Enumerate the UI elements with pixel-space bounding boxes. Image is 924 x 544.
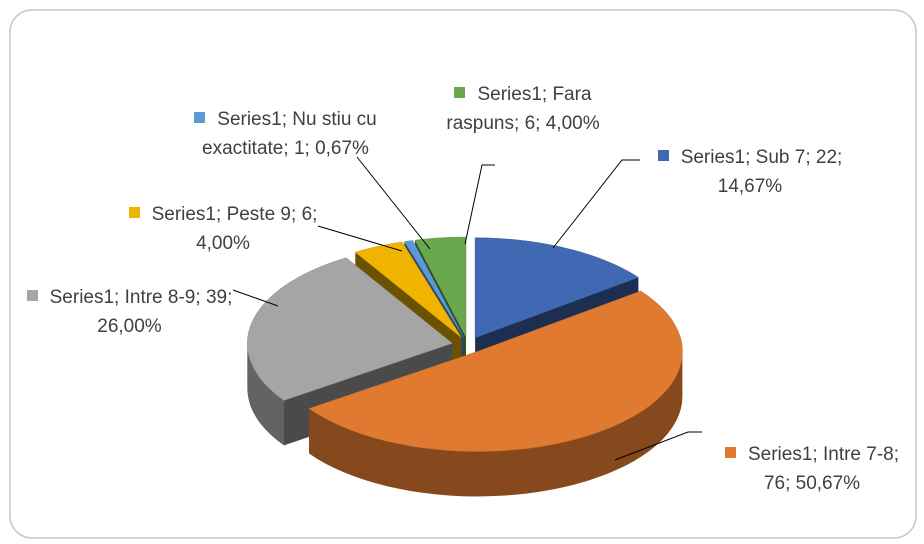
label-part: Series1 <box>151 204 216 225</box>
leader-line <box>317 225 403 252</box>
leader-lines <box>232 156 702 461</box>
label-part: Intre 8-9 <box>124 287 196 308</box>
data-label: Series1; Peste 9; 6; 4,00% <box>128 200 318 258</box>
legend-key <box>454 87 466 98</box>
separator: ; <box>535 113 546 134</box>
label-part: 4,00% <box>196 233 250 254</box>
label-part: 6 <box>524 113 536 134</box>
label-part: Peste 9 <box>226 204 291 225</box>
label-part: 6 <box>301 204 313 225</box>
separator: ; <box>541 84 553 105</box>
data-label: Series1; Nu stiu cu exactitate; 1; 0,67% <box>178 105 393 163</box>
separator: ; <box>227 287 233 308</box>
label-part: Series1 <box>680 147 746 168</box>
separator: ; <box>837 147 843 168</box>
separator: ; <box>195 287 206 308</box>
separator: ; <box>785 473 796 494</box>
label-part: 0,67% <box>315 138 369 159</box>
pie <box>247 236 683 497</box>
slice-wall <box>247 343 284 446</box>
slice <box>474 237 639 339</box>
separator: ; <box>304 138 316 159</box>
leader-line <box>356 156 431 250</box>
data-label: Series1; Fara raspuns; 6; 4,00% <box>428 80 618 138</box>
label-part: 76 <box>763 473 786 494</box>
legend-key <box>128 207 140 218</box>
slice <box>308 290 683 452</box>
data-label: Series1; Sub 7; 22; 14,67% <box>650 143 850 201</box>
leader-line <box>464 164 495 245</box>
separator: ; <box>812 444 823 465</box>
separator: ; <box>805 147 816 168</box>
slice <box>404 239 464 338</box>
label-part: Sub 7 <box>755 147 806 168</box>
legend-key <box>657 150 669 161</box>
leader-line <box>614 431 702 461</box>
label-part: 4,00% <box>545 113 600 134</box>
legend-key <box>724 447 736 458</box>
slice <box>354 241 462 338</box>
label-part: 22 <box>815 147 838 168</box>
separator: ; <box>514 113 525 134</box>
label-part: Series1 <box>49 287 115 308</box>
separator: ; <box>283 138 294 159</box>
separator: ; <box>893 444 900 465</box>
label-part: Series1 <box>477 84 542 105</box>
data-label: Series1; Intre 7-8; 76; 50,67% <box>712 440 912 498</box>
slice <box>247 257 453 401</box>
label-part: 14,67% <box>717 176 783 197</box>
label-part: Series1 <box>217 109 282 130</box>
label-part: Series1 <box>747 444 813 465</box>
separator: ; <box>216 204 227 225</box>
label-part: Intre 7-8 <box>822 444 894 465</box>
separator: ; <box>114 287 125 308</box>
label-part: Nu stiu cu exactitate <box>202 109 377 159</box>
label-part: 26,00% <box>97 316 162 337</box>
label-part: Fara raspuns <box>446 84 592 134</box>
separator: ; <box>312 204 318 225</box>
data-label: Series1; Intre 8-9; 39; 26,00% <box>22 283 237 341</box>
leader-line <box>552 159 640 249</box>
slice-wall <box>309 351 683 497</box>
label-part: 1 <box>293 138 305 159</box>
label-part: 39 <box>205 287 228 308</box>
separator: ; <box>281 109 293 130</box>
separator: ; <box>291 204 302 225</box>
legend-key <box>26 290 38 301</box>
legend-key <box>194 112 206 123</box>
leader-line <box>232 289 279 307</box>
separator: ; <box>745 147 756 168</box>
label-part: 50,67% <box>795 473 861 494</box>
